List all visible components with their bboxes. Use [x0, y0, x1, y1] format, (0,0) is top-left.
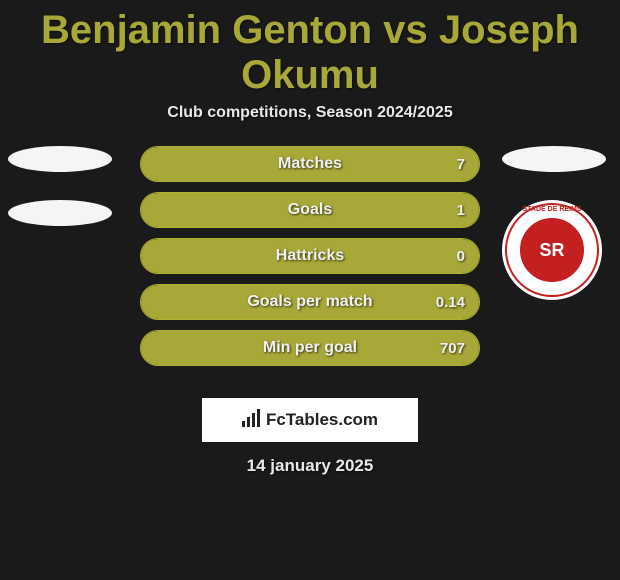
- stat-label: Goals per match: [247, 293, 372, 311]
- stat-row-mpg: Min per goal 707: [140, 330, 480, 366]
- page-subtitle: Club competitions, Season 2024/2025: [0, 104, 620, 122]
- right-badge-placeholder-1: [502, 146, 606, 172]
- left-badge-placeholder-2: [8, 200, 112, 226]
- stat-value-right: 0: [457, 248, 465, 265]
- left-player-badges: [8, 146, 118, 254]
- left-badge-placeholder-1: [8, 146, 112, 172]
- club-badge-inner: SR: [517, 215, 587, 285]
- page-title: Benjamin Genton vs Joseph Okumu: [0, 0, 620, 104]
- stat-value-right: 0.14: [436, 294, 465, 311]
- stat-label: Min per goal: [263, 339, 357, 357]
- stat-label: Hattricks: [276, 247, 344, 265]
- stat-value-right: 1: [457, 202, 465, 219]
- stat-row-goals: Goals 1: [140, 192, 480, 228]
- club-initials: SR: [539, 240, 564, 261]
- fctables-logo[interactable]: FcTables.com: [202, 398, 418, 442]
- stat-value-right: 707: [440, 340, 465, 357]
- main-area: Matches 7 Goals 1 Hattricks 0 Goals per …: [0, 146, 620, 386]
- stat-row-matches: Matches 7: [140, 146, 480, 182]
- stat-rows: Matches 7 Goals 1 Hattricks 0 Goals per …: [140, 146, 480, 376]
- stat-label: Matches: [278, 155, 342, 173]
- comparison-card: Benjamin Genton vs Joseph Okumu Club com…: [0, 0, 620, 476]
- right-player-badges: STADE DE REIMS SR: [502, 146, 612, 300]
- stat-label: Goals: [288, 201, 332, 219]
- logo-text: FcTables.com: [266, 410, 378, 430]
- stat-value-right: 7: [457, 156, 465, 173]
- stat-row-hattricks: Hattricks 0: [140, 238, 480, 274]
- club-badge-ring-text: STADE DE REIMS: [523, 206, 582, 213]
- chart-icon: [242, 409, 262, 432]
- club-badge-reims: STADE DE REIMS SR: [502, 200, 602, 300]
- date-text: 14 january 2025: [0, 456, 620, 476]
- stat-row-gpm: Goals per match 0.14: [140, 284, 480, 320]
